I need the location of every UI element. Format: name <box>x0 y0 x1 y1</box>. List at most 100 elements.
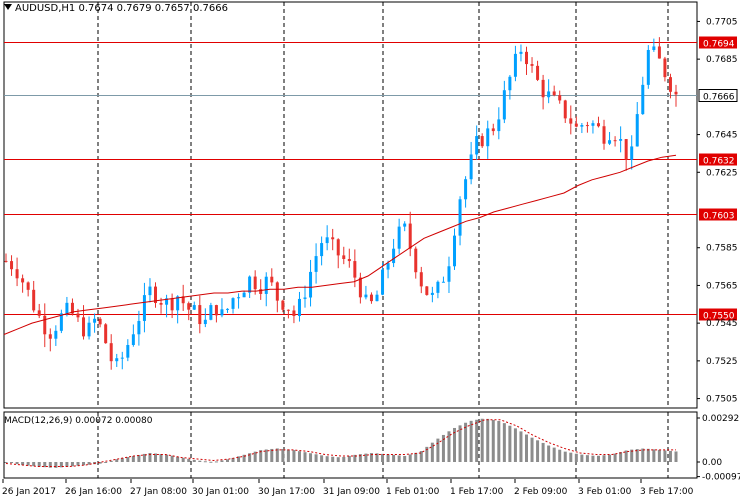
candle-body <box>220 309 224 316</box>
candle <box>502 80 506 124</box>
candle <box>486 120 490 159</box>
candle <box>104 323 108 344</box>
level-tag-bg <box>699 36 737 49</box>
y-tick-label: 0.7625 <box>706 168 738 178</box>
macd-bar <box>558 449 562 462</box>
candle <box>54 325 58 346</box>
macd-tick-label: 0.00 <box>702 458 722 468</box>
macd-bar <box>425 446 429 462</box>
candle <box>524 46 528 75</box>
candle <box>292 305 296 324</box>
candle-body <box>336 239 340 256</box>
macd-bar <box>619 452 623 462</box>
macd-bar <box>275 448 279 462</box>
macd-bar <box>668 450 672 462</box>
time-axis: 26 Jan 2017 26 Jan 16:00 27 Jan 08:00 30 Ja… <box>2 479 694 497</box>
macd-bar <box>142 453 146 462</box>
candle-body <box>120 357 124 359</box>
candle <box>635 102 639 147</box>
macd-bar <box>530 437 534 462</box>
x-tick-label: 2 Feb 09:00 <box>514 487 568 497</box>
candle-body <box>458 199 462 236</box>
candle-body <box>441 281 445 283</box>
candle-body <box>320 243 324 257</box>
horizontal-levels[interactable]: 0.7694 0.7632 0.7603 0.7550 0.7666 <box>4 36 738 322</box>
candle-body <box>10 261 14 270</box>
candle <box>303 285 307 308</box>
dropdown-triangle-icon[interactable] <box>4 4 12 10</box>
candle <box>297 291 301 322</box>
candle <box>580 122 584 134</box>
candle <box>231 297 235 314</box>
candle-body <box>203 319 207 325</box>
candle-body <box>668 77 672 92</box>
candle-body <box>131 334 135 345</box>
macd-tick-label: 0.00292 <box>702 414 739 424</box>
candle <box>657 37 661 59</box>
macd-bar <box>259 450 263 462</box>
macd-bar <box>331 456 335 462</box>
candle-body <box>513 53 517 77</box>
macd-bar <box>486 418 490 462</box>
candle-body <box>464 179 468 200</box>
macd-bar <box>447 431 451 462</box>
level-tag-label: 0.7632 <box>703 157 735 167</box>
candle <box>530 57 534 73</box>
candle-body <box>148 286 152 296</box>
macd-bar <box>630 449 634 462</box>
macd-bar <box>635 449 639 462</box>
y-tick-label: 0.7525 <box>706 357 738 367</box>
candle <box>10 255 14 276</box>
candle-body <box>541 79 545 98</box>
macd-bar <box>513 428 517 462</box>
candle-body <box>403 223 407 227</box>
macd-bar <box>181 457 185 462</box>
macd-bar <box>26 462 30 466</box>
macd-bar <box>203 461 207 463</box>
level-tag-bg <box>699 153 737 166</box>
symbol-header[interactable]: AUDUSD,H1 0.7674 0.7679 0.7657 0.7666 <box>4 3 228 14</box>
candle <box>336 238 340 269</box>
macd-bar <box>646 448 650 462</box>
level-tag: 0.7603 <box>699 208 737 222</box>
macd-bar <box>369 453 373 462</box>
candle <box>15 257 19 287</box>
candle-body <box>159 303 163 305</box>
candle <box>608 132 612 146</box>
candle <box>563 99 567 124</box>
candle <box>214 304 218 323</box>
candle <box>148 278 152 303</box>
candle <box>142 282 146 333</box>
candle-body <box>231 298 235 309</box>
candle-body <box>602 126 606 144</box>
macd-bar <box>231 457 235 462</box>
macd-bar <box>536 440 540 462</box>
macd-bar <box>303 452 307 462</box>
candle <box>541 74 545 110</box>
x-tick-label: 26 Jan 2017 <box>2 487 56 497</box>
x-tick-label: 3 Feb 01:00 <box>578 487 632 497</box>
grid-lines <box>3 1 698 479</box>
macd-bar <box>502 423 506 462</box>
macd-bar <box>187 458 191 462</box>
main-frame <box>3 1 698 409</box>
candle-body <box>491 128 495 132</box>
candle-body <box>32 289 36 311</box>
candle-body <box>619 139 623 141</box>
candle-body <box>237 297 241 299</box>
current-price-label: 0.7666 <box>703 93 735 103</box>
candle-body <box>585 125 589 127</box>
macd-bar <box>624 450 628 462</box>
candle-body <box>187 303 191 310</box>
macd-bar <box>641 448 645 462</box>
candle <box>192 301 196 310</box>
candle-body <box>104 324 108 344</box>
candle <box>513 45 517 82</box>
candle <box>441 276 445 283</box>
candle <box>93 313 97 333</box>
macd-bar <box>15 462 19 465</box>
candle <box>552 85 556 97</box>
candle-body <box>209 305 213 320</box>
x-tick-label: 30 Jan 17:00 <box>258 487 315 497</box>
